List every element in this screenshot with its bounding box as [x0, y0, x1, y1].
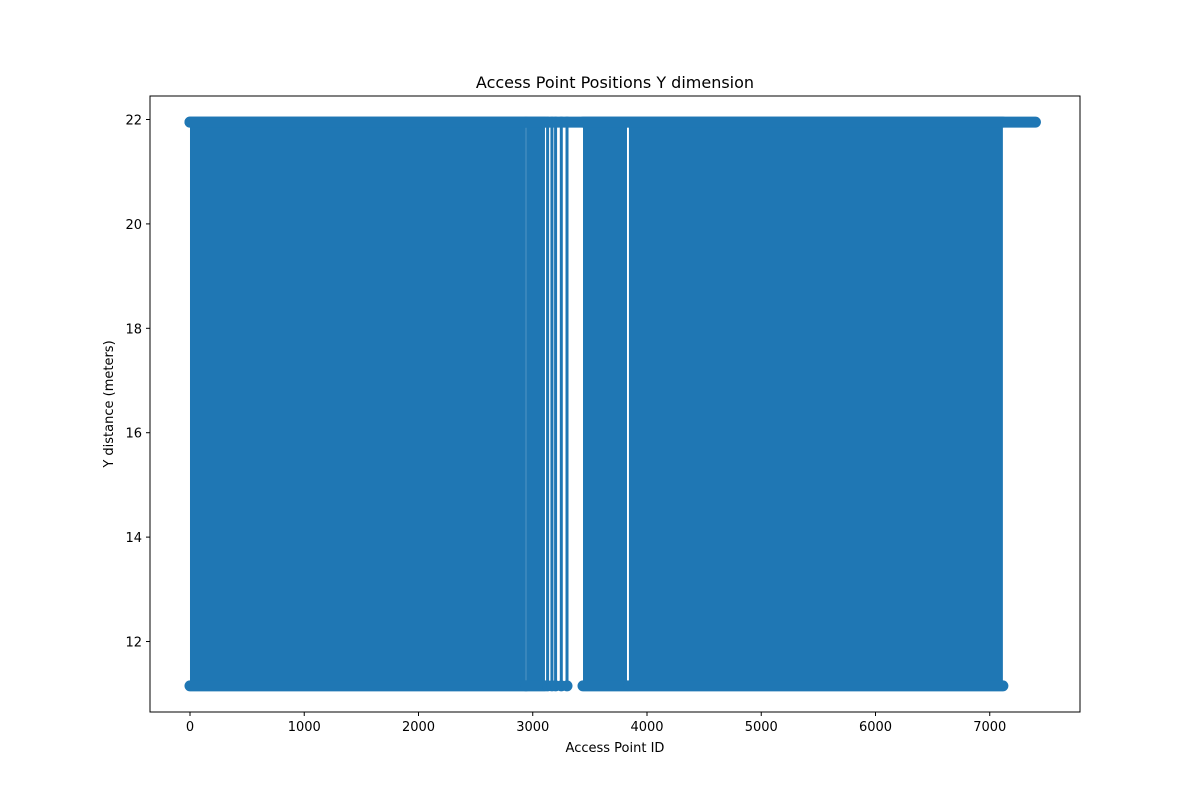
series-dense-region [583, 122, 627, 686]
y-tick-label: 14 [125, 531, 142, 546]
x-tick-label: 1000 [288, 720, 321, 735]
x-tick-label: 7000 [973, 720, 1006, 735]
y-axis-label: Y distance (meters) [102, 340, 117, 468]
x-tick-label: 4000 [630, 720, 663, 735]
series-point [561, 680, 573, 692]
series-top-marker-band [184, 116, 1041, 128]
plot-data-layer [184, 116, 1041, 692]
series-marker-band [623, 680, 1009, 692]
series-dense-region [189, 122, 526, 686]
y-tick-label: 18 [125, 322, 142, 337]
x-tick-label: 5000 [745, 720, 778, 735]
x-axis-label: Access Point ID [566, 741, 665, 756]
y-tick-label: 22 [125, 113, 142, 128]
series-marker-band [184, 680, 532, 692]
chart-title: Access Point Positions Y dimension [476, 73, 754, 92]
x-tick-label: 2000 [402, 720, 435, 735]
series-dense-region [526, 122, 545, 686]
axes-frame [149, 95, 1081, 713]
x-tick-label: 3000 [516, 720, 549, 735]
series-marker-band [577, 680, 633, 692]
y-tick-label: 16 [125, 427, 142, 442]
y-ticks: 12 14 16 18 20 22 [125, 113, 150, 651]
series-dense-region [628, 122, 1003, 686]
y-tick-label: 20 [125, 218, 142, 233]
y-tick-label: 12 [125, 636, 142, 651]
x-tick-label: 0 [186, 720, 194, 735]
x-tick-label: 6000 [859, 720, 892, 735]
x-ticks: 0 1000 2000 3000 4000 5000 6000 7000 [186, 712, 1006, 735]
